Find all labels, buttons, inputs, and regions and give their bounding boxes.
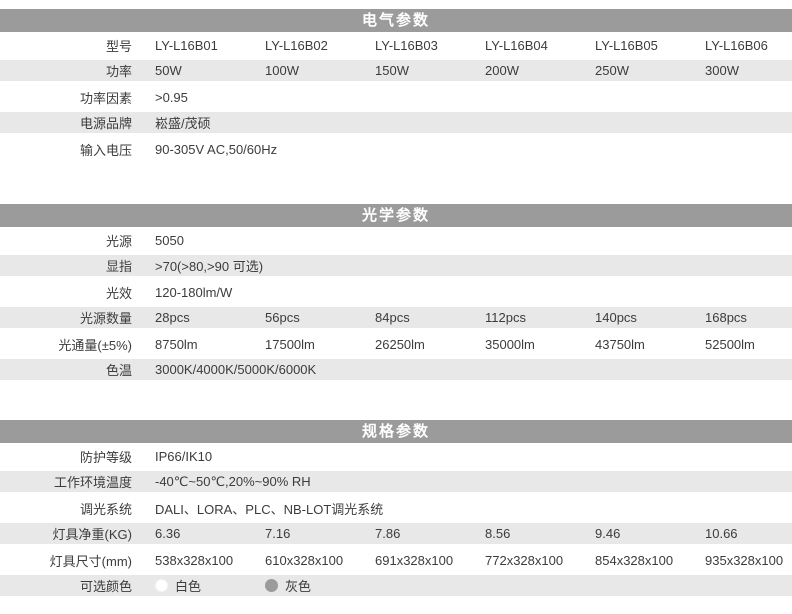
cell-value: 140pcs bbox=[595, 310, 637, 325]
cell-value: 5050 bbox=[155, 232, 184, 248]
cell-value: 52500lm bbox=[705, 336, 755, 352]
gray-color-swatch-icon bbox=[265, 579, 278, 592]
row-cri: 显指 >70(>80,>90 可选) bbox=[0, 253, 792, 279]
color-option-label: 白色 bbox=[175, 579, 202, 594]
cell-value: 6.36 bbox=[155, 526, 181, 541]
row-cct: 色温 3000K/4000K/5000K/6000K bbox=[0, 357, 792, 383]
row-label: 灯具尺寸(mm) bbox=[49, 553, 132, 569]
row-label: 光效 bbox=[105, 285, 132, 301]
row-label: 色温 bbox=[105, 363, 132, 378]
cell-value: 3000K/4000K/5000K/6000K bbox=[155, 362, 317, 377]
cell-value: 610x328x100 bbox=[265, 552, 344, 568]
section-header-electrical: 电气参数 bbox=[0, 9, 792, 32]
section-header-spec: 规格参数 bbox=[0, 420, 792, 443]
row-label: 光通量(±5%) bbox=[58, 337, 132, 353]
color-option-label: 灰色 bbox=[285, 579, 312, 594]
cell-value: 120-180lm/W bbox=[155, 284, 233, 300]
row-power-factor: 功率因素 >0.95 bbox=[0, 84, 792, 110]
cell-value: >0.95 bbox=[155, 89, 188, 105]
cell-value: 691x328x100 bbox=[375, 552, 454, 568]
cell-value: >70(>80,>90 可选) bbox=[155, 259, 264, 274]
cell-value: 168pcs bbox=[705, 310, 747, 325]
cell-value: LY-L16B04 bbox=[485, 37, 548, 53]
cell-value: 935x328x100 bbox=[705, 552, 784, 568]
cell-value: 26250lm bbox=[375, 336, 425, 352]
row-light-source: 光源 5050 bbox=[0, 227, 792, 253]
row-driver-brand: 电源品牌 崧盛/茂硕 bbox=[0, 110, 792, 136]
row-label: 工作环境温度 bbox=[53, 475, 132, 490]
cell-value: LY-L16B03 bbox=[375, 37, 438, 53]
cell-value: 35000lm bbox=[485, 336, 535, 352]
row-label: 光源数量 bbox=[79, 311, 132, 326]
section-title: 电气参数 bbox=[361, 12, 430, 29]
cell-value: 200W bbox=[485, 63, 519, 78]
section-title: 光学参数 bbox=[361, 207, 430, 224]
section-header-optical: 光学参数 bbox=[0, 204, 792, 227]
cell-value: IP66/IK10 bbox=[155, 448, 213, 464]
cell-value: 100W bbox=[265, 63, 299, 78]
row-label: 灯具净重(KG) bbox=[52, 527, 132, 542]
row-dimming-system: 调光系统 DALI、LORA、PLC、NB-LOT调光系统 bbox=[0, 495, 792, 521]
cell-value: 10.66 bbox=[705, 526, 738, 541]
cell-value: LY-L16B02 bbox=[265, 37, 328, 53]
cell-value: 28pcs bbox=[155, 310, 190, 325]
white-color-swatch-icon bbox=[155, 579, 168, 592]
row-led-count: 光源数量 28pcs 56pcs 84pcs 112pcs 140pcs 168… bbox=[0, 305, 792, 331]
cell-value: 250W bbox=[595, 63, 629, 78]
row-operating-temp: 工作环境温度 -40℃~50℃,20%~90% RH bbox=[0, 469, 792, 495]
row-power: 功率 50W 100W 150W 200W 250W 300W bbox=[0, 58, 792, 84]
row-label: 显指 bbox=[105, 259, 132, 274]
cell-value: 崧盛/茂硕 bbox=[155, 116, 211, 131]
cell-value: 56pcs bbox=[265, 310, 300, 325]
cell-value: LY-L16B05 bbox=[595, 37, 658, 53]
row-label: 光源 bbox=[105, 233, 132, 249]
row-input-voltage: 输入电压 90-305V AC,50/60Hz bbox=[0, 136, 792, 162]
color-option-gray: 灰色 bbox=[242, 576, 352, 595]
cell-value: 300W bbox=[705, 63, 739, 78]
cell-value: 150W bbox=[375, 63, 409, 78]
row-label: 防护等级 bbox=[79, 449, 132, 465]
cell-value: 7.86 bbox=[375, 526, 401, 541]
cell-value: -40℃~50℃,20%~90% RH bbox=[155, 473, 311, 489]
row-ip-rating: 防护等级 IP66/IK10 bbox=[0, 443, 792, 469]
row-label: 功率 bbox=[105, 64, 132, 79]
row-dimensions: 灯具尺寸(mm) 538x328x100 610x328x100 691x328… bbox=[0, 547, 792, 573]
cell-value: 9.46 bbox=[595, 526, 621, 541]
cell-value: 7.16 bbox=[265, 526, 291, 541]
row-color-options: 可选颜色 白色 灰色 bbox=[0, 573, 792, 599]
cell-value: 854x328x100 bbox=[595, 552, 674, 568]
row-label: 调光系统 bbox=[79, 501, 132, 517]
cell-value: 772x328x100 bbox=[485, 552, 564, 568]
row-luminous-flux: 光通量(±5%) 8750lm 17500lm 26250lm 35000lm … bbox=[0, 331, 792, 357]
row-label: 可选颜色 bbox=[79, 579, 132, 594]
cell-value: 112pcs bbox=[485, 310, 526, 325]
cell-value: 90-305V AC,50/60Hz bbox=[155, 141, 278, 157]
cell-value: 50W bbox=[155, 63, 182, 78]
row-efficacy: 光效 120-180lm/W bbox=[0, 279, 792, 305]
cell-value: 43750lm bbox=[595, 336, 645, 352]
row-label: 输入电压 bbox=[79, 142, 132, 158]
color-option-white: 白色 bbox=[132, 576, 242, 595]
row-label: 型号 bbox=[105, 38, 132, 54]
section-electrical: 电气参数 型号 LY-L16B01 LY-L16B02 LY-L16B03 LY… bbox=[0, 9, 792, 162]
section-title: 规格参数 bbox=[361, 423, 430, 440]
row-label: 电源品牌 bbox=[79, 116, 132, 131]
cell-value: 538x328x100 bbox=[155, 552, 234, 568]
cell-value: LY-L16B06 bbox=[705, 37, 768, 53]
cell-value: LY-L16B01 bbox=[155, 37, 218, 53]
cell-value: 8750lm bbox=[155, 336, 198, 352]
row-net-weight: 灯具净重(KG) 6.36 7.16 7.86 8.56 9.46 10.66 bbox=[0, 521, 792, 547]
cell-value: 8.56 bbox=[485, 526, 511, 541]
row-label: 功率因素 bbox=[79, 90, 132, 106]
spec-sheet: 电气参数 型号 LY-L16B01 LY-L16B02 LY-L16B03 LY… bbox=[0, 9, 792, 599]
cell-value: 17500lm bbox=[265, 336, 315, 352]
section-optical: 光学参数 光源 5050 显指 >70(>80,>90 可选) 光效 120-1… bbox=[0, 204, 792, 383]
cell-value: DALI、LORA、PLC、NB-LOT调光系统 bbox=[155, 501, 384, 517]
row-model: 型号 LY-L16B01 LY-L16B02 LY-L16B03 LY-L16B… bbox=[0, 32, 792, 58]
section-spec: 规格参数 防护等级 IP66/IK10 工作环境温度 -40℃~50℃,20%~… bbox=[0, 420, 792, 599]
cell-value: 84pcs bbox=[375, 310, 410, 325]
